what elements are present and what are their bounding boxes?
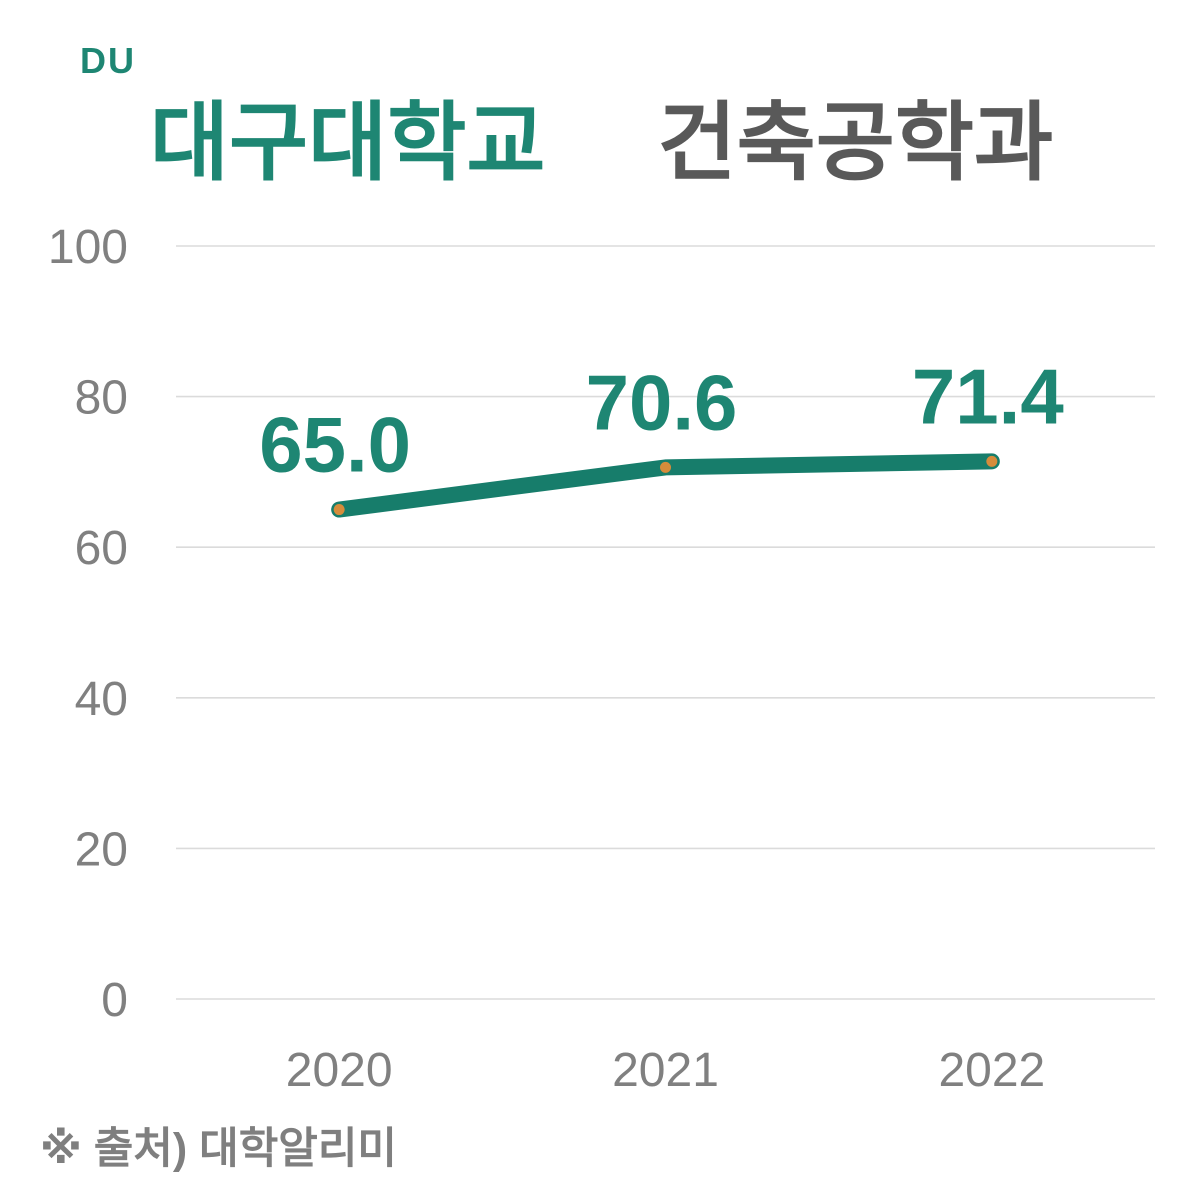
data-value-label: 65.0 bbox=[259, 401, 411, 489]
source-note: ※ 출처) 대학알리미 bbox=[40, 1125, 397, 1173]
y-tick-label: 40 bbox=[75, 673, 128, 726]
data-value-label: 70.6 bbox=[586, 358, 738, 446]
y-tick-label: 80 bbox=[75, 372, 128, 425]
du-logo: DU bbox=[80, 40, 136, 81]
data-value-label: 71.4 bbox=[912, 352, 1064, 440]
y-tick-label: 20 bbox=[75, 823, 128, 876]
data-point-marker bbox=[660, 461, 671, 473]
chart-title: 대구대학교 건축공학과 bbox=[0, 96, 1203, 191]
x-tick-label: 2021 bbox=[612, 1044, 719, 1097]
y-tick-label: 60 bbox=[75, 522, 128, 575]
y-tick-label: 100 bbox=[48, 221, 128, 274]
x-tick-label: 2020 bbox=[286, 1044, 393, 1097]
title-department: 건축공학과 bbox=[657, 95, 1054, 191]
data-point-marker bbox=[986, 455, 998, 467]
x-tick-label: 2022 bbox=[938, 1044, 1045, 1097]
title-university: 대구대학교 bbox=[149, 95, 546, 191]
y-tick-label: 0 bbox=[101, 974, 128, 1027]
data-point-marker bbox=[333, 504, 345, 516]
